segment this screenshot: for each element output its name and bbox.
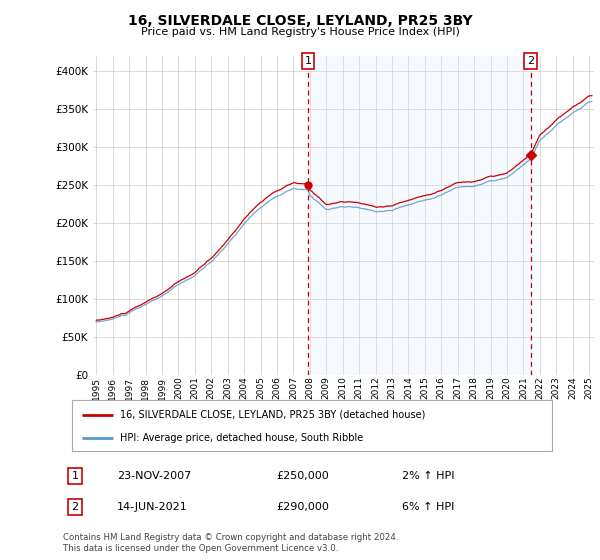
Text: 23-NOV-2007: 23-NOV-2007 <box>117 471 191 481</box>
Bar <box>308 56 531 375</box>
Text: 2: 2 <box>71 502 79 512</box>
Text: 6% ↑ HPI: 6% ↑ HPI <box>402 502 454 512</box>
Text: £290,000: £290,000 <box>276 502 329 512</box>
Text: 1: 1 <box>71 471 79 481</box>
Text: 16, SILVERDALE CLOSE, LEYLAND, PR25 3BY (detached house): 16, SILVERDALE CLOSE, LEYLAND, PR25 3BY … <box>120 409 425 419</box>
Text: £250,000: £250,000 <box>276 471 329 481</box>
Text: 14-JUN-2021: 14-JUN-2021 <box>117 502 188 512</box>
Text: HPI: Average price, detached house, South Ribble: HPI: Average price, detached house, Sout… <box>120 433 363 443</box>
Text: Price paid vs. HM Land Registry's House Price Index (HPI): Price paid vs. HM Land Registry's House … <box>140 27 460 37</box>
Text: 2: 2 <box>527 56 535 66</box>
Text: 16, SILVERDALE CLOSE, LEYLAND, PR25 3BY: 16, SILVERDALE CLOSE, LEYLAND, PR25 3BY <box>128 14 472 28</box>
Text: 1: 1 <box>305 56 311 66</box>
Text: Contains HM Land Registry data © Crown copyright and database right 2024.
This d: Contains HM Land Registry data © Crown c… <box>63 533 398 553</box>
Text: 2% ↑ HPI: 2% ↑ HPI <box>402 471 455 481</box>
